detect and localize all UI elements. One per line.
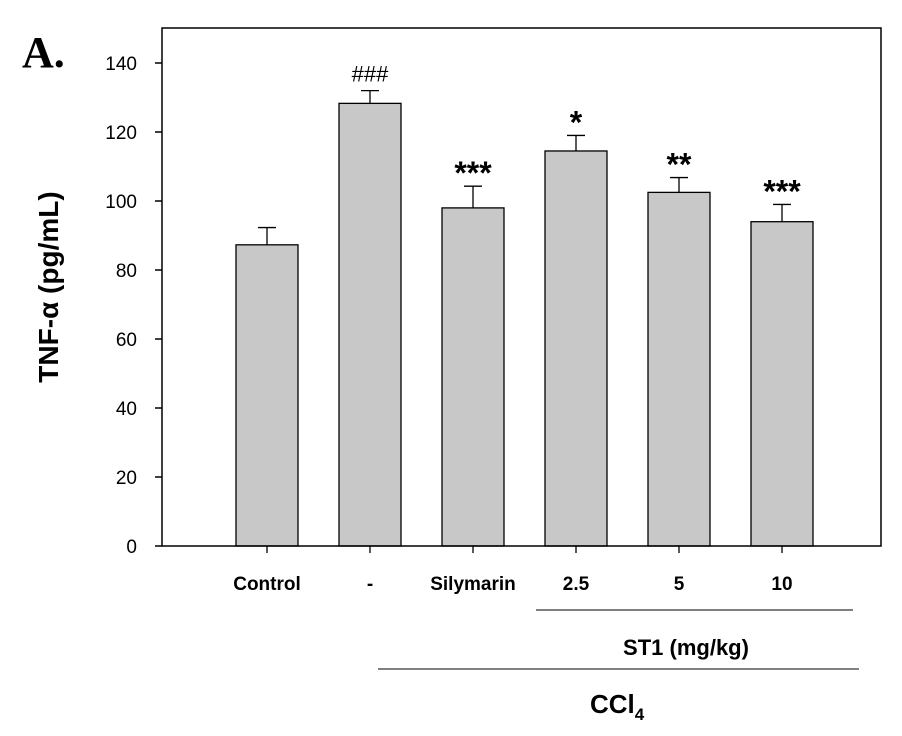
y-axis-label: TNF-α (pg/mL) [33,191,64,382]
bar [338,102,402,547]
y-axis-ticks: 0 20 40 60 80 100 120 140 [105,54,162,558]
category-labels: Control - Silymarin 2.5 5 10 [233,574,792,595]
category-label: Control [233,574,301,595]
plot-frame [161,27,882,547]
st1-group-label: ST1 (mg/kg) [623,635,749,660]
y-tick-label: 80 [116,261,137,282]
ccl4-label-subscript: 4 [635,705,645,724]
y-tick-label: 100 [105,192,137,213]
y-tick-label: 40 [116,399,137,420]
category-label: 10 [771,574,792,595]
significance-mark: *** [454,155,492,191]
significance-mark: * [570,104,583,140]
category-label: - [367,574,373,595]
error-bars [258,89,791,245]
significance-mark: *** [763,173,801,209]
significance-mark: ### [352,62,389,87]
significance-mark: ** [667,147,692,183]
significance-marks: ###********* [352,62,802,210]
bar [647,191,711,547]
bar [441,207,505,547]
x-axis-ticks [266,546,783,553]
category-label: Silymarin [430,574,516,595]
category-label: 5 [674,574,685,595]
bar [544,150,608,547]
y-tick-label: 140 [105,54,137,75]
ccl4-group-label: CCl4 [590,689,645,724]
y-tick-label: 120 [105,123,137,144]
bars [235,102,814,547]
category-label: 2.5 [563,574,590,595]
bar [235,244,299,547]
bar [750,221,814,547]
y-tick-label: 0 [126,537,137,558]
panel-label: A. [22,28,65,77]
y-tick-label: 20 [116,468,137,489]
ccl4-label-main: CCl [590,689,635,719]
y-tick-label: 60 [116,330,137,351]
